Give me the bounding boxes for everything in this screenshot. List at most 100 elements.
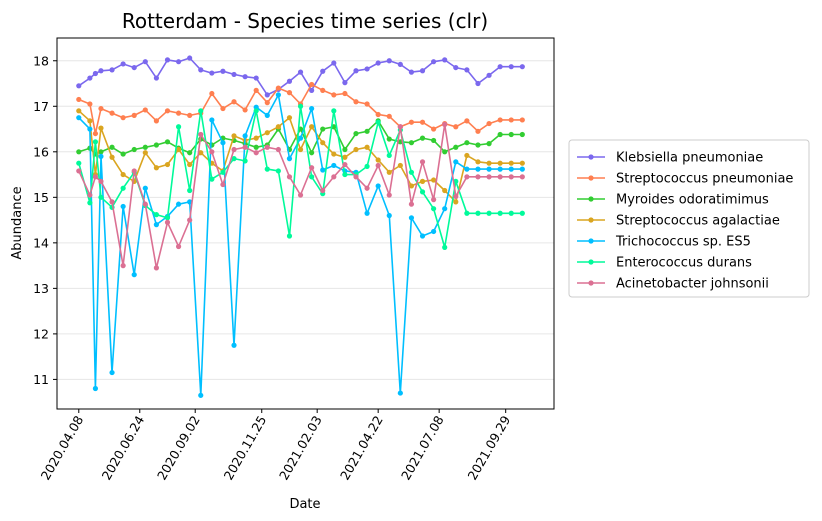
data-point <box>153 265 159 271</box>
data-point <box>120 203 126 210</box>
data-point <box>419 178 426 184</box>
data-point <box>464 140 470 146</box>
data-point <box>164 215 171 221</box>
data-point <box>231 71 237 78</box>
data-point <box>275 146 281 153</box>
data-point <box>519 64 525 70</box>
data-point <box>98 194 104 200</box>
data-point <box>209 176 215 182</box>
legend-label: Streptococcus pneumoniae <box>616 172 793 187</box>
data-point <box>364 185 370 191</box>
data-point <box>242 158 248 164</box>
data-point <box>242 144 248 150</box>
data-point <box>486 141 492 147</box>
data-point <box>87 75 93 81</box>
data-point <box>419 68 426 74</box>
data-point <box>519 210 525 216</box>
data-point <box>120 263 126 269</box>
data-point <box>231 99 237 105</box>
data-point <box>519 117 525 123</box>
data-point <box>297 192 304 198</box>
data-point <box>309 150 315 156</box>
plot-frame <box>56 37 555 410</box>
data-point <box>331 162 337 169</box>
data-point <box>76 168 82 174</box>
data-point <box>375 111 381 118</box>
data-point <box>98 149 104 155</box>
data-point <box>264 130 270 136</box>
data-point <box>209 117 215 123</box>
data-point <box>209 149 215 155</box>
data-point <box>253 108 259 114</box>
data-point <box>76 96 82 103</box>
data-point <box>431 228 437 235</box>
legend-label: Myroides odoratimimus <box>616 193 769 208</box>
data-point <box>431 177 437 183</box>
data-point <box>109 110 115 116</box>
data-point <box>353 68 359 74</box>
data-point <box>419 135 426 141</box>
data-point <box>120 171 126 178</box>
data-point <box>497 174 503 180</box>
data-point <box>92 70 99 77</box>
data-point <box>375 162 381 169</box>
data-point <box>242 107 248 113</box>
data-point <box>453 144 459 150</box>
data-point <box>364 144 370 150</box>
data-point <box>442 206 448 212</box>
data-point <box>220 169 226 175</box>
data-point <box>297 103 304 109</box>
data-point <box>286 90 293 96</box>
data-point <box>87 192 93 198</box>
data-point <box>153 118 159 124</box>
data-point <box>120 151 126 157</box>
data-point <box>142 107 148 113</box>
data-point <box>364 101 370 107</box>
data-point <box>76 149 82 155</box>
chart-title: Rotterdam - Species time series (clr) <box>122 9 488 33</box>
data-point <box>309 165 315 171</box>
data-point <box>231 146 237 153</box>
data-point <box>142 150 148 156</box>
data-point <box>419 159 426 165</box>
data-point <box>253 87 259 93</box>
data-point <box>353 146 359 153</box>
data-point <box>386 169 392 175</box>
data-point <box>464 210 470 216</box>
data-point <box>320 87 326 93</box>
data-point <box>353 130 359 137</box>
data-point <box>508 174 514 180</box>
data-point <box>120 61 126 67</box>
data-point <box>497 117 503 123</box>
data-point <box>231 342 237 348</box>
data-point <box>198 67 204 73</box>
data-point <box>519 166 525 172</box>
data-point <box>508 166 514 172</box>
data-point <box>475 210 481 216</box>
data-point <box>220 140 226 146</box>
data-point <box>275 92 281 98</box>
data-point <box>120 115 126 121</box>
data-point <box>198 131 204 138</box>
data-point <box>142 59 148 65</box>
data-point <box>497 210 503 216</box>
data-point <box>497 166 503 172</box>
data-point <box>153 222 159 228</box>
data-point <box>486 210 492 216</box>
data-point <box>87 118 93 124</box>
legend-item: Streptococcus pneumoniae <box>577 172 793 187</box>
data-point <box>408 183 415 189</box>
data-point <box>508 210 514 216</box>
legend-item: Klebsiella pneumoniae <box>577 151 763 166</box>
legend-marker <box>588 238 594 244</box>
data-point <box>164 108 171 114</box>
data-point <box>519 160 525 166</box>
data-point <box>309 124 315 130</box>
data-point <box>109 199 115 205</box>
data-point <box>92 174 99 180</box>
data-point <box>220 181 226 188</box>
data-point <box>220 105 226 112</box>
data-point <box>164 219 171 225</box>
data-point <box>386 192 392 198</box>
legend-item: Acinetobacter johnsonii <box>577 277 769 292</box>
